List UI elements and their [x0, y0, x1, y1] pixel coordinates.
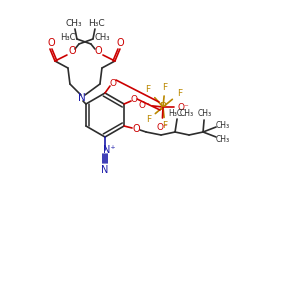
Text: CH₃: CH₃	[198, 110, 212, 118]
Text: N: N	[101, 165, 109, 175]
Text: O: O	[94, 46, 102, 56]
Text: H₃C: H₃C	[168, 110, 182, 118]
Text: O: O	[132, 124, 140, 134]
Text: CH₃: CH₃	[180, 110, 194, 118]
Text: F: F	[146, 85, 151, 94]
Text: CH₃: CH₃	[94, 32, 110, 41]
Text: H₃C: H₃C	[60, 32, 76, 41]
Text: O: O	[116, 38, 124, 48]
Text: CH₃: CH₃	[216, 121, 230, 130]
Text: N: N	[78, 93, 86, 103]
Text: F: F	[162, 122, 168, 130]
Text: O: O	[130, 95, 138, 104]
Text: O: O	[68, 46, 76, 56]
Text: H₃C: H₃C	[88, 20, 104, 28]
Text: O: O	[110, 79, 116, 88]
Text: F: F	[177, 88, 183, 98]
Text: N⁺: N⁺	[103, 145, 115, 155]
Text: O⁻: O⁻	[138, 100, 150, 109]
Text: F: F	[146, 115, 152, 124]
Text: O: O	[47, 38, 55, 48]
Text: CH₃: CH₃	[216, 136, 230, 145]
Text: P: P	[160, 102, 167, 112]
Text: O⁻: O⁻	[177, 103, 189, 112]
Text: F: F	[162, 82, 168, 91]
Text: O⁻: O⁻	[156, 122, 168, 131]
Text: CH₃: CH₃	[66, 20, 82, 28]
